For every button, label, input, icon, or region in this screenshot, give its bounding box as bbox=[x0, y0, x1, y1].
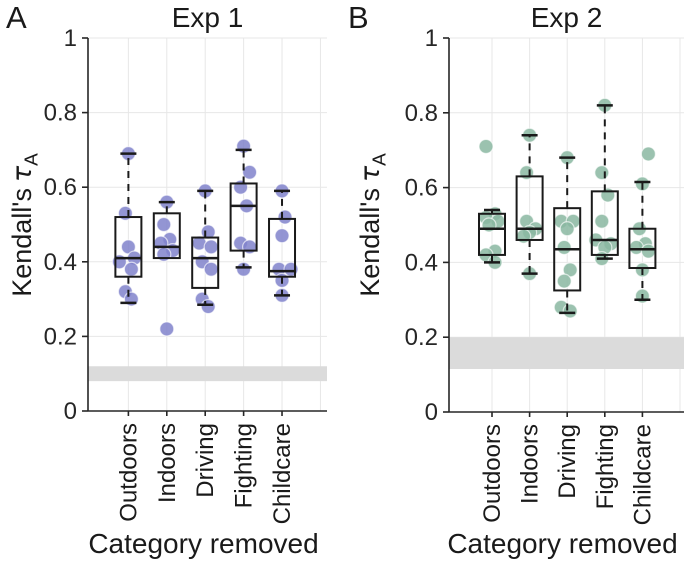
y-tick-label: 0.4 bbox=[405, 249, 438, 276]
data-point bbox=[274, 228, 290, 244]
y-tick-label: 0.8 bbox=[44, 100, 77, 127]
boxplot-group-outdoors bbox=[111, 146, 143, 307]
x-category-label: Driving bbox=[192, 423, 219, 498]
boxplot-canvas-exp1: 0 0.2 0.4 0.6 0.8 1 Outdoors Indoors Driving Figh… bbox=[44, 25, 327, 524]
data-point bbox=[203, 239, 219, 255]
y-tick-label: 0.4 bbox=[44, 249, 77, 276]
tau-subscript: A bbox=[21, 153, 43, 166]
data-point bbox=[242, 164, 258, 180]
x-axis-label-exp1: Category removed bbox=[88, 528, 319, 559]
data-point bbox=[556, 239, 572, 256]
x-category-label: Childcare bbox=[269, 423, 296, 524]
noise-band bbox=[88, 366, 327, 382]
y-tick-label: 0 bbox=[64, 398, 77, 425]
tau-symbol: τ bbox=[355, 165, 386, 183]
data-point bbox=[233, 179, 249, 195]
panel-a: 0 0.2 0.4 0.6 0.8 1 Outdoors Indoors Driving Figh… bbox=[0, 0, 342, 576]
y-tick-label: 0.6 bbox=[405, 175, 438, 202]
data-point bbox=[156, 216, 172, 233]
x-category-label: Outdoors bbox=[479, 424, 506, 523]
x-category-label: Fighting bbox=[231, 423, 258, 508]
boxplot-group-driving bbox=[191, 183, 220, 315]
data-point bbox=[559, 221, 575, 237]
panel-title-exp2: Exp 2 bbox=[530, 2, 603, 33]
y-tick-label: 0.2 bbox=[405, 324, 438, 351]
box bbox=[191, 236, 220, 289]
boxplot-group-fighting bbox=[229, 138, 258, 277]
panel-b: 0 0.2 0.4 0.6 0.8 1 Outdoors Indoors Driving Figh… bbox=[342, 0, 685, 576]
y-tick-label: 0.6 bbox=[44, 174, 77, 201]
data-point bbox=[159, 321, 175, 337]
data-point bbox=[478, 138, 494, 155]
data-point bbox=[156, 246, 172, 262]
data-point bbox=[117, 205, 133, 221]
panel-title-exp1: Exp 1 bbox=[171, 2, 244, 33]
boxplot-group-indoors bbox=[515, 127, 544, 282]
boxplot-canvas-exp2: 0 0.2 0.4 0.6 0.8 1 Outdoors Indoors Driving Figh… bbox=[405, 25, 684, 525]
x-category-label: Indoors bbox=[154, 423, 181, 503]
boxplot-group-driving bbox=[553, 150, 582, 319]
boxplot-group-indoors bbox=[152, 194, 181, 337]
box bbox=[515, 175, 544, 241]
y-tick-label: 1 bbox=[64, 25, 77, 52]
box bbox=[268, 217, 297, 278]
data-point bbox=[594, 213, 610, 229]
data-point bbox=[123, 261, 139, 277]
box bbox=[229, 182, 258, 252]
box bbox=[590, 190, 619, 256]
y-axis-label-exp1: Kendall's τA bbox=[5, 75, 43, 375]
x-axis-label-exp2: Category removed bbox=[447, 528, 678, 559]
data-point bbox=[516, 228, 532, 244]
y-tick-label: 1 bbox=[425, 25, 438, 52]
y-tick-label: 0.2 bbox=[44, 323, 77, 350]
y-axis-label-text: Kendall's bbox=[7, 188, 37, 297]
data-point bbox=[236, 261, 252, 277]
data-point bbox=[594, 165, 610, 181]
boxplot-group-childcare bbox=[628, 146, 657, 304]
box bbox=[114, 216, 143, 278]
data-point bbox=[556, 273, 572, 289]
tau-symbol: τ bbox=[7, 165, 38, 183]
box bbox=[152, 212, 181, 260]
y-tick-label: 0 bbox=[425, 399, 438, 426]
data-point bbox=[277, 209, 293, 225]
data-point bbox=[640, 146, 657, 162]
data-point bbox=[519, 165, 535, 181]
x-category-label: Indoors bbox=[517, 424, 544, 504]
x-category-label: Outdoors bbox=[115, 423, 142, 522]
y-axis-label-exp2: Kendall's τA bbox=[353, 75, 391, 375]
tau-subscript: A bbox=[369, 153, 391, 166]
noise-band bbox=[449, 337, 684, 369]
panel-letter-b: B bbox=[348, 0, 369, 35]
data-point bbox=[640, 243, 657, 259]
x-category-label: Childcare bbox=[629, 424, 656, 525]
x-category-label: Driving bbox=[554, 424, 581, 499]
boxplot-group-outdoors bbox=[478, 138, 507, 270]
data-point bbox=[562, 303, 578, 319]
boxplot-group-fighting bbox=[588, 97, 619, 267]
box bbox=[478, 212, 507, 256]
boxplot-group-childcare bbox=[268, 183, 299, 303]
data-point bbox=[200, 298, 216, 315]
y-tick-label: 0.8 bbox=[405, 100, 438, 127]
x-category-label: Fighting bbox=[592, 424, 619, 509]
panel-letter-a: A bbox=[6, 0, 27, 35]
data-point bbox=[242, 239, 258, 255]
data-point bbox=[203, 261, 219, 277]
y-axis-label-text: Kendall's bbox=[355, 188, 385, 297]
data-point bbox=[600, 187, 616, 203]
